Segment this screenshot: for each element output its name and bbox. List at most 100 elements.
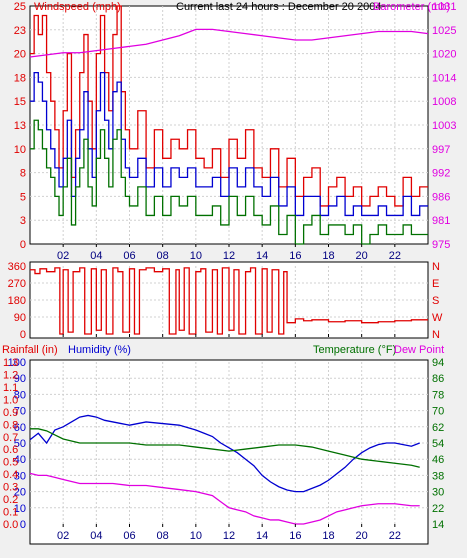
y-tick-label: 90 xyxy=(14,373,26,385)
y2-tick-label: E xyxy=(432,278,439,290)
x-tick-label: 08 xyxy=(157,250,169,262)
y-tick-label: 80 xyxy=(14,389,26,401)
y2-tick-label: 86 xyxy=(432,373,444,385)
y-tick-label: 8 xyxy=(20,168,26,180)
y-tick-label: 0 xyxy=(20,239,26,251)
x-tick-label: 02 xyxy=(57,530,69,542)
rain-tick-label: 0.0 xyxy=(3,519,18,531)
x-tick-label: 20 xyxy=(356,530,368,542)
y-tick-label: 3 xyxy=(20,215,26,227)
y-tick-label: 0 xyxy=(20,329,26,341)
y2-tick-label: 22 xyxy=(432,503,444,515)
x-tick-label: 14 xyxy=(256,250,268,262)
x-tick-label: 04 xyxy=(90,250,102,262)
y-tick-label: 20 xyxy=(14,487,26,499)
y-tick-label: 13 xyxy=(14,120,26,132)
y-tick-label: 70 xyxy=(14,406,26,418)
y2-tick-label: 54 xyxy=(432,438,444,450)
y-tick-label: 18 xyxy=(14,72,26,84)
y2-tick-label: 30 xyxy=(432,487,444,499)
barometer-label: Barometer (mb) xyxy=(373,1,450,13)
y-tick-label: 360 xyxy=(8,261,26,273)
y-tick-label: 100 xyxy=(8,357,26,369)
y-tick-label: 15 xyxy=(14,96,26,108)
y2-tick-label: 38 xyxy=(432,470,444,482)
x-tick-label: 12 xyxy=(223,250,235,262)
y2-tick-label: N xyxy=(432,261,440,273)
y2-tick-label: 997 xyxy=(432,144,450,156)
humidity-series xyxy=(29,414,420,525)
x-tick-label: 20 xyxy=(356,250,368,262)
wind-ticks: 0358101315182023259759819869929971003100… xyxy=(14,1,457,262)
series-magenta-3 xyxy=(29,28,429,58)
rain-tick-label: 0.4 xyxy=(3,469,18,481)
y2-tick-label: W xyxy=(432,312,443,324)
rainfall-label: Rainfall (in) xyxy=(2,344,58,356)
y2-tick-label: 1003 xyxy=(432,120,456,132)
y2-tick-label: S xyxy=(432,295,439,307)
y-tick-label: 270 xyxy=(8,278,26,290)
y-tick-label: 90 xyxy=(14,312,26,324)
x-tick-label: 04 xyxy=(90,530,102,542)
x-tick-label: 16 xyxy=(289,250,301,262)
series-blue-0 xyxy=(29,414,420,493)
y2-tick-label: 1014 xyxy=(432,72,456,84)
chart-title: Current last 24 hours : December 20 2004 xyxy=(176,1,381,13)
y2-tick-label: 62 xyxy=(432,422,444,434)
y-tick-label: 0 xyxy=(20,519,26,531)
x-tick-label: 14 xyxy=(256,530,268,542)
y-tick-label: 10 xyxy=(14,503,26,515)
series-green-2 xyxy=(30,119,428,245)
series-magenta-2 xyxy=(29,472,420,525)
humidity-ticks: 0 10 20 30 40 50 60 70 80 90 100 14 22 30 38 46 54 62 70 78… xyxy=(3,357,444,542)
y2-tick-label: N xyxy=(432,329,440,341)
rain-tick-label: 0.2 xyxy=(3,494,18,506)
x-tick-label: 10 xyxy=(190,250,202,262)
x-tick-label: 02 xyxy=(57,250,69,262)
dewpoint-label: Dew Point xyxy=(394,344,444,356)
windspeed-label: Windspeed (mph) xyxy=(34,1,121,13)
rain-tick-label: 0.5 xyxy=(3,457,18,469)
y-tick-label: 60 xyxy=(14,422,26,434)
y-tick-label: 30 xyxy=(14,470,26,482)
series-blue-1 xyxy=(30,71,428,217)
y-tick-label: 10 xyxy=(14,144,26,156)
y2-tick-label: 986 xyxy=(432,191,450,203)
series-green-1 xyxy=(30,428,420,468)
x-tick-label: 18 xyxy=(322,530,334,542)
direction-series xyxy=(30,267,428,335)
y2-tick-label: 94 xyxy=(432,357,444,369)
rain-tick-label: 0.1 xyxy=(3,507,18,519)
y2-tick-label: 1020 xyxy=(432,49,456,61)
rain-tick-label: 0.9 xyxy=(3,407,18,419)
y2-tick-label: 46 xyxy=(432,454,444,466)
x-tick-label: 06 xyxy=(123,250,135,262)
y2-tick-label: 1008 xyxy=(432,96,456,108)
y2-tick-label: 992 xyxy=(432,168,450,180)
x-tick-label: 22 xyxy=(389,250,401,262)
y-tick-label: 5 xyxy=(20,191,26,203)
y-tick-label: 25 xyxy=(14,1,26,13)
rain-tick-label: 1.2 xyxy=(3,369,18,381)
x-tick-label: 06 xyxy=(123,530,135,542)
y-tick-label: 40 xyxy=(14,454,26,466)
x-tick-label: 18 xyxy=(322,250,334,262)
y2-tick-label: 1025 xyxy=(432,25,456,37)
x-tick-label: 08 xyxy=(157,530,169,542)
y2-tick-label: 981 xyxy=(432,215,450,227)
rain-tick-label: 0.6 xyxy=(3,444,18,456)
x-tick-label: 10 xyxy=(190,530,202,542)
y2-tick-label: 975 xyxy=(432,239,450,251)
x-tick-label: 22 xyxy=(389,530,401,542)
y2-tick-label: 70 xyxy=(432,406,444,418)
x-tick-label: 12 xyxy=(223,530,235,542)
wind-series xyxy=(29,5,429,245)
y2-tick-label: 78 xyxy=(432,389,444,401)
y2-tick-label: 1031 xyxy=(432,1,456,13)
y-tick-label: 180 xyxy=(8,295,26,307)
rain-tick-label: 1.1 xyxy=(3,382,18,394)
rain-tick-label: 0.7 xyxy=(3,432,18,444)
